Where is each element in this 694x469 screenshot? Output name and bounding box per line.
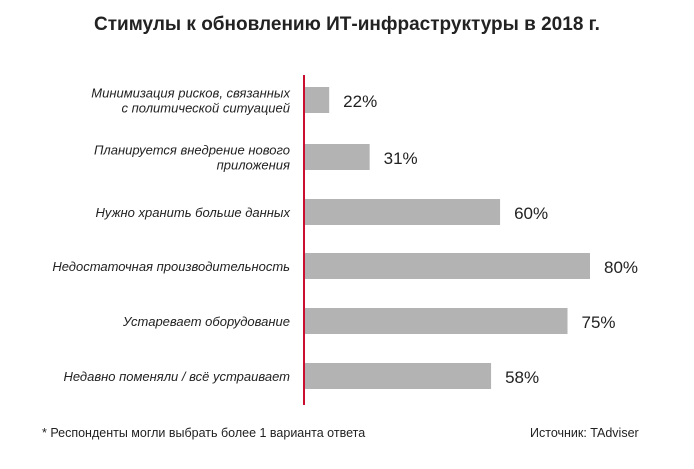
bar — [304, 144, 370, 170]
bar — [304, 87, 330, 113]
category-label: Планируется внедрение нового — [94, 143, 290, 158]
value-label: 58% — [505, 368, 539, 387]
chart-title: Стимулы к обновлению ИТ-инфраструктуры в… — [94, 14, 600, 35]
bar — [304, 253, 590, 279]
value-label: 80% — [604, 258, 638, 277]
footnote: * Респонденты могли выбрать более 1 вари… — [42, 426, 366, 440]
category-label: Недавно поменяли / всё устраивает — [63, 369, 290, 384]
bar — [304, 199, 501, 225]
bar — [304, 308, 568, 334]
category-label: приложения — [217, 158, 290, 173]
value-label: 31% — [384, 149, 418, 168]
bar — [304, 363, 492, 389]
category-label: с политической ситуацией — [122, 101, 290, 116]
value-label: 75% — [582, 313, 616, 332]
value-label: 22% — [343, 92, 377, 111]
source-note: Источник: TAdviser — [530, 426, 639, 440]
category-label: Минимизация рисков, связанных — [91, 86, 290, 101]
value-label: 60% — [514, 204, 548, 223]
category-label: Устаревает оборудование — [122, 314, 290, 329]
category-label: Нужно хранить больше данных — [96, 205, 291, 220]
category-label: Недостаточная производительность — [52, 259, 290, 274]
